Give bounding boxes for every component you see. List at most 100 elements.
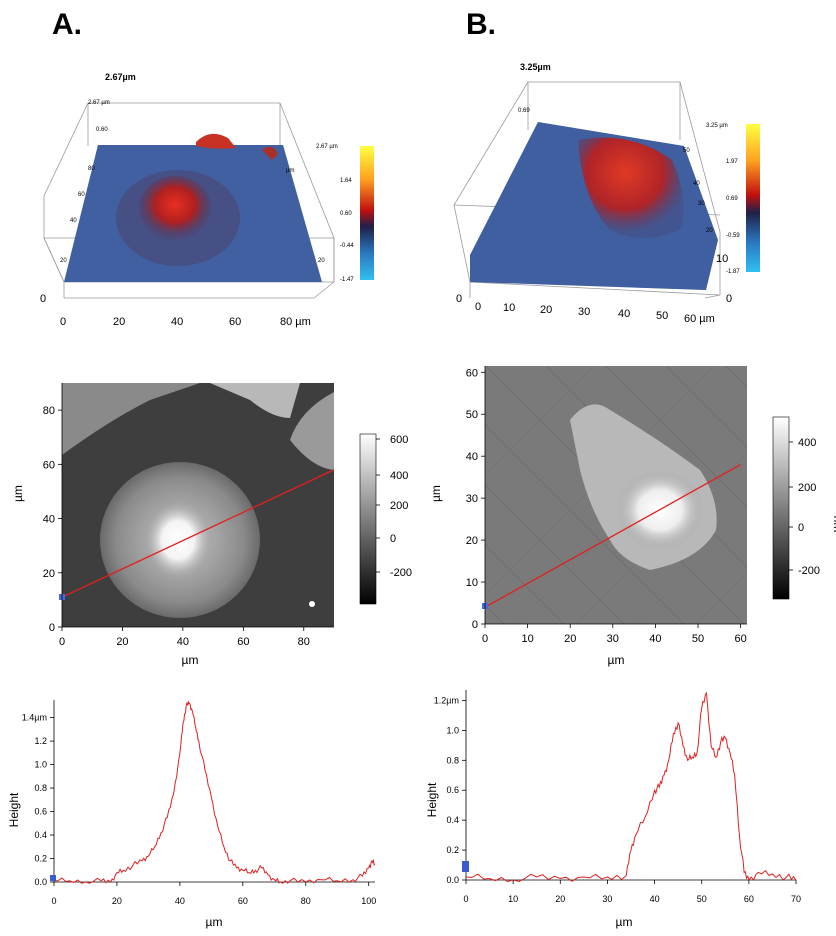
surface-a-x-tick: 20 xyxy=(113,316,125,328)
afm-a-x-tick-label: 0 xyxy=(59,636,65,648)
profile-b: 0 10 20 30 40 50 60 70 0.00.20.40.60.81.01.2µm … xyxy=(425,690,801,929)
afm-a-x-tick-label: 20 xyxy=(116,636,128,648)
afm-b-x-tick-label: 20 xyxy=(564,633,576,645)
afm-b-y-tick-label: 20 xyxy=(466,535,478,547)
profile-a-x-ticks: 0 20 40 60 80 100 xyxy=(51,882,376,906)
profile-a-x-tick-label: 60 xyxy=(238,896,248,906)
afm-a-cb-tick-label: -200 xyxy=(390,567,412,579)
afm-a-cb-tick-label: 400 xyxy=(390,470,408,482)
afm-a-x-tick-label: 80 xyxy=(298,636,310,648)
profile-a-x-tick-label: 80 xyxy=(301,896,311,906)
profile-a-x-tick-label: 40 xyxy=(175,896,185,906)
afm-b-x-tick-label: 0 xyxy=(482,633,488,645)
afm-b-colorbar xyxy=(772,416,790,600)
profile-a-x-tick-label: 0 xyxy=(51,896,56,906)
surface-a-title: 2.67µm xyxy=(105,72,136,82)
afm-b-x-tick-label: 40 xyxy=(649,633,661,645)
surface-a-edge-ridge-2 xyxy=(262,146,278,160)
surface-b-colorbar xyxy=(746,124,760,272)
surface-b-x-tick: 50 xyxy=(656,310,668,322)
profile-b-xlabel: µm xyxy=(616,915,633,929)
panel-a-letter: A. xyxy=(52,8,82,41)
profile-b-y-tick-label: 0.8 xyxy=(446,755,459,765)
afm-b-xlabel: µm xyxy=(608,653,625,667)
surface-b-cb-tick: 1.97 xyxy=(726,159,738,165)
surface-b-side-tick: 10 xyxy=(716,253,728,265)
afm-a-y-tick-label: 40 xyxy=(43,514,55,526)
surface-b-cb-tick: 3.25 µm xyxy=(706,123,728,129)
profile-a: 0 20 40 60 80 100 0.00.20.40.60.81.01.21.4µm … xyxy=(7,700,376,929)
profile-a-xlabel: µm xyxy=(206,915,223,929)
surface-b-y-tick: 40 xyxy=(693,181,700,187)
surface-b-side-tick: 0 xyxy=(726,293,732,305)
surface-a-side-tick: 20 xyxy=(318,258,325,264)
afm-b-cb-tick-label: 0 xyxy=(798,522,804,534)
profile-b-y-tick-label: 0.0 xyxy=(446,875,459,885)
afm-a-colorbar xyxy=(359,433,377,605)
profile-b-x-tick-label: 30 xyxy=(602,894,612,904)
afm-a-cell-nucleus xyxy=(142,498,214,582)
afm-b-y-tick-label: 0 xyxy=(472,619,478,631)
afm-b-x-tick-label: 10 xyxy=(521,633,533,645)
surface-b-y-tick: 20 xyxy=(706,228,713,234)
profile-b-x-tick-label: 40 xyxy=(650,894,660,904)
afm-a-x-tick-label: 40 xyxy=(177,636,189,648)
afm-b-y-tick-label: 40 xyxy=(466,451,478,463)
afm-b-y-tick-label: 30 xyxy=(466,493,478,505)
surface-b-x-tick: 30 xyxy=(578,306,590,318)
afm-b-cb-tick-label: -200 xyxy=(798,565,820,577)
afm-a-y-tick-label: 80 xyxy=(43,405,55,417)
surface-b-cb-tick: -0.59 xyxy=(726,233,740,239)
profile-b-ylabel: Height xyxy=(425,782,439,817)
afm-map-b: 0 10 20 30 40 50 60 0 10 20 30 40 50 60 µm µm 400 200… xyxy=(429,366,836,667)
surface-a-y-tick: 80 xyxy=(88,166,95,172)
afm-a-x-tick-label: 60 xyxy=(237,636,249,648)
surface-a-x-tick: 80 µm xyxy=(280,316,311,328)
surface-b-y-tick: 50 xyxy=(683,148,690,154)
surface-b-origin-tick: 0 xyxy=(456,293,462,305)
afm-a-top-left-cell xyxy=(62,383,200,455)
afm-b-cb-label: nm xyxy=(831,516,836,533)
afm-a-right-cell xyxy=(290,392,334,470)
afm-a-top-cell xyxy=(210,383,300,418)
afm-map-a: 0 20 40 60 80 0 20 40 60 80 µm µm 600 400 200 0 -200 xyxy=(11,383,412,667)
surface-a-cb-tick: 1.64 xyxy=(340,178,352,184)
surface-b-z-tick: 0.69 xyxy=(518,108,530,114)
surface-b-cell xyxy=(578,137,684,238)
surface-b-cb-tick: 0.69 xyxy=(726,196,738,202)
profile-a-y-tick-label: 1.4µm xyxy=(22,713,47,723)
surface-a-cb-tick: -1.47 xyxy=(340,277,354,283)
afm-b-cb-ticks: 400 200 0 -200 xyxy=(789,437,820,577)
profile-a-y-tick-label: 0.4 xyxy=(34,830,47,840)
afm-a-cb-tick-label: 0 xyxy=(390,533,396,545)
afm-a-scan-line xyxy=(61,469,335,598)
afm-b-y-tick-label: 50 xyxy=(466,409,478,421)
afm-b-scan-line xyxy=(484,464,741,608)
afm-a-x-ticks: 0 20 40 60 80 xyxy=(59,627,310,648)
surface-a-x-tick: 0 xyxy=(60,316,66,328)
surface-b-x-tick: 40 xyxy=(618,308,630,320)
profile-b-cursor xyxy=(462,861,469,872)
profile-a-axes xyxy=(53,700,375,883)
afm-a-axes xyxy=(61,383,334,628)
profile-a-line xyxy=(54,700,376,884)
afm-b-x-tick-label: 60 xyxy=(734,633,746,645)
afm-b-x-tick-label: 30 xyxy=(607,633,619,645)
profile-b-y-tick-label: 0.4 xyxy=(446,815,459,825)
afm-b-x-ticks: 0 10 20 30 40 50 60 xyxy=(482,624,747,645)
afm-a-cb-ticks: 600 400 200 0 -200 xyxy=(376,434,412,579)
surface-a-cb-tick: 0.60 xyxy=(340,211,352,217)
profile-a-y-ticks: 0.0 0.2 0.4 0.6 0.8 1.0 1.2 1.4µm xyxy=(22,713,54,887)
afm-a-particle xyxy=(309,601,315,607)
profile-b-x-tick-label: 60 xyxy=(744,894,754,904)
profile-a-y-tick-label: 0.6 xyxy=(34,807,47,817)
surface-a-x-tick: 40 xyxy=(171,316,183,328)
surface-b-title: 3.25µm xyxy=(520,62,551,72)
surface-a-edge-ridge xyxy=(196,133,236,149)
profile-a-y-tick-label: 0.8 xyxy=(34,783,47,793)
surface-b-x-tick: 10 xyxy=(503,302,515,314)
profile-b-x-tick-label: 0 xyxy=(463,894,468,904)
afm-b-y-tick-label: 60 xyxy=(466,367,478,379)
profile-a-ylabel: Height xyxy=(7,792,21,827)
